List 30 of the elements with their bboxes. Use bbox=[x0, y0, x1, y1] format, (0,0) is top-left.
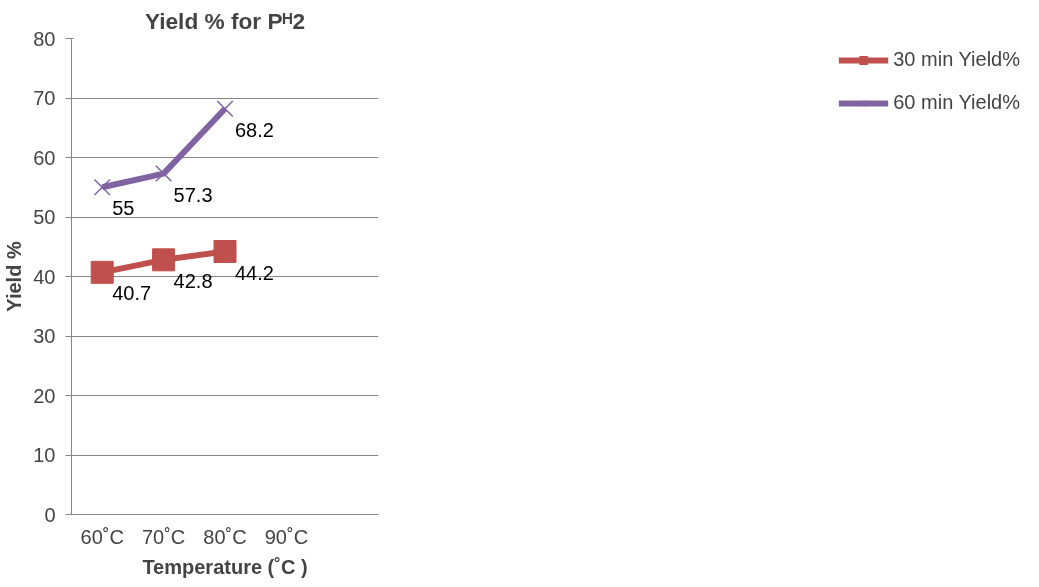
y-tick-label: 30 bbox=[33, 325, 56, 347]
x-tick-label: 80˚C bbox=[203, 525, 247, 548]
y-tick-label: 40 bbox=[33, 265, 56, 288]
legend-label: 30 min Yield% bbox=[893, 48, 1020, 71]
y-tick-label: 20 bbox=[33, 384, 56, 407]
y-tick-label: 50 bbox=[33, 206, 56, 228]
y-tick-label: 60 bbox=[33, 146, 56, 169]
data-label: 40.7 bbox=[112, 282, 152, 305]
point bbox=[90, 260, 114, 284]
data-label: 57.3 bbox=[173, 183, 213, 206]
data-label: 44.2 bbox=[235, 261, 274, 284]
data-label: 55 bbox=[112, 197, 135, 220]
chart-title: Yield % for Pᴴ2 bbox=[144, 7, 306, 34]
point bbox=[216, 100, 234, 118]
x-tick-label: 60˚C bbox=[80, 525, 124, 548]
legend-label: 60 min Yield% bbox=[893, 91, 1020, 114]
point bbox=[152, 248, 176, 272]
point bbox=[155, 165, 173, 183]
y-tick-label: 10 bbox=[33, 444, 56, 466]
y-tick-label: 80 bbox=[33, 27, 56, 50]
x-tick-label: 70˚C bbox=[141, 525, 186, 548]
data-label: 42.8 bbox=[173, 269, 213, 292]
point bbox=[213, 240, 237, 264]
y-tick-label: 70 bbox=[33, 87, 56, 109]
y-tick-label: 0 bbox=[44, 503, 56, 526]
x-axis-title: Temperature (˚C ) bbox=[142, 555, 308, 578]
data-label: 68.2 bbox=[235, 118, 274, 141]
point bbox=[93, 178, 111, 196]
x-tick-label: 90˚C bbox=[264, 525, 309, 548]
y-axis-title: Yield % bbox=[3, 241, 26, 312]
